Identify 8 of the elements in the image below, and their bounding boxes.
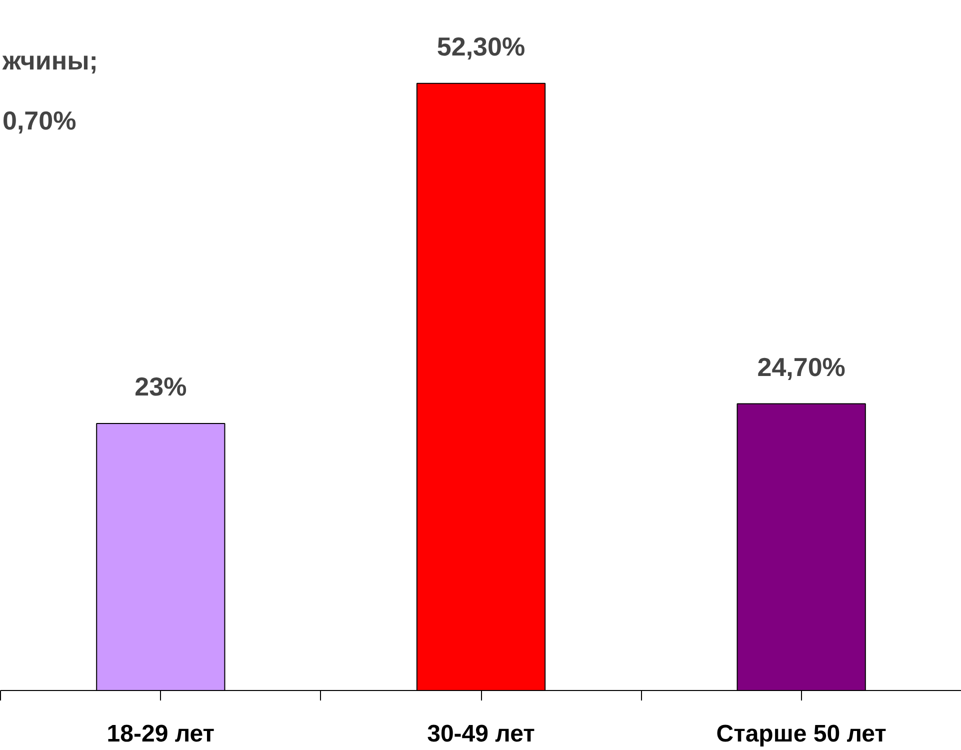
x-tick-label: 18-29 лет (106, 720, 215, 748)
data-label: 23% (134, 371, 187, 402)
x-tick-label: Старше 50 лет (716, 720, 887, 748)
x-tick-label: 30-49 лет (427, 720, 536, 748)
data-label: 24,70% (757, 352, 846, 382)
annotation: 0,70% (2, 106, 76, 136)
text: жчины; (2, 46, 98, 76)
data-label: 52,30% (436, 31, 526, 62)
